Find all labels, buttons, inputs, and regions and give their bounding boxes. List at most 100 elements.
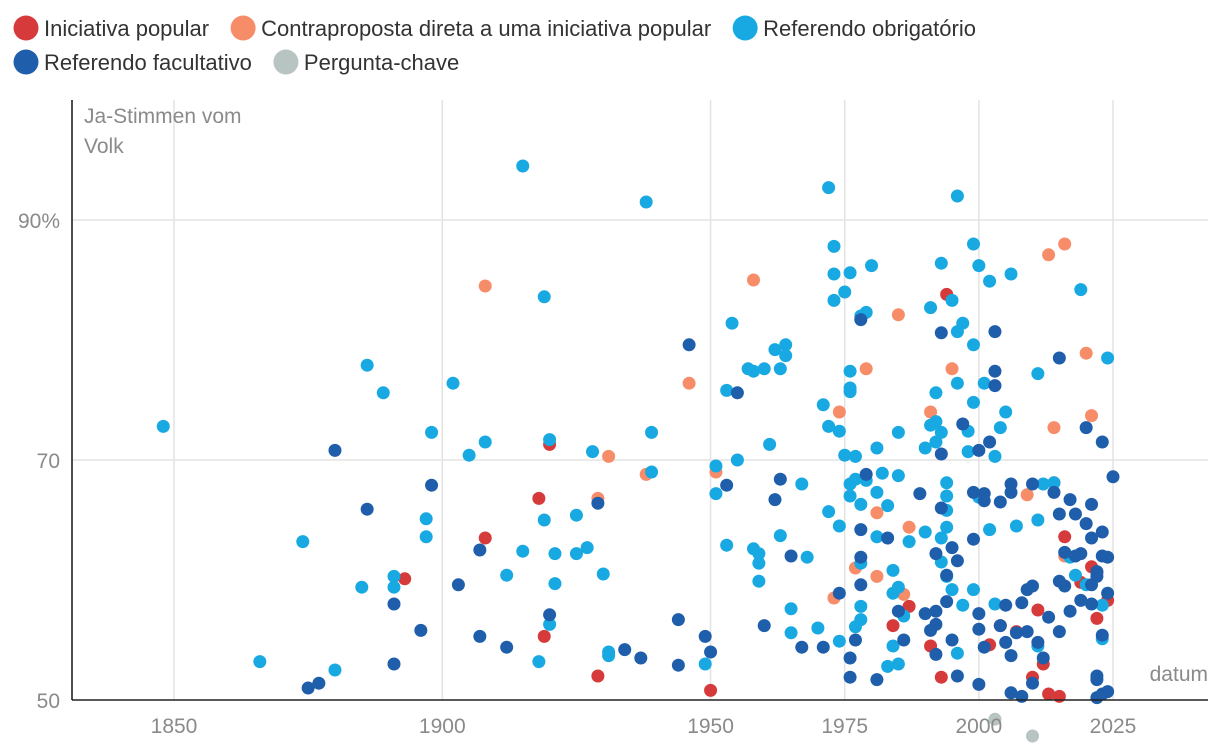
data-point (972, 607, 986, 621)
data-point (296, 535, 310, 549)
data-point (1031, 367, 1045, 381)
data-point (645, 465, 659, 479)
data-point (966, 583, 980, 597)
data-point (516, 159, 530, 173)
data-point (832, 519, 846, 533)
data-point (961, 445, 975, 459)
data-point (988, 597, 1002, 611)
data-point (1085, 409, 1099, 423)
data-point (478, 279, 492, 293)
legend-item[interactable]: Contraproposta direta a uma iniciativa p… (230, 15, 712, 42)
data-point (1047, 485, 1061, 499)
legend-item[interactable]: Referendo facultativo (13, 49, 252, 76)
legend-marker (230, 15, 256, 41)
data-point (891, 580, 905, 594)
data-point (843, 385, 857, 399)
legend-marker (13, 15, 39, 41)
data-point (999, 635, 1013, 649)
legend-label: Iniciativa popular (44, 16, 209, 41)
data-point (816, 398, 830, 412)
data-point (795, 640, 809, 654)
data-point (516, 544, 530, 558)
data-point (934, 670, 948, 684)
data-point (1026, 729, 1040, 743)
data-point (934, 531, 948, 545)
data-point (1026, 579, 1040, 593)
legend-marker (273, 49, 299, 75)
data-point (543, 608, 557, 622)
data-point (848, 472, 862, 486)
data-point (870, 506, 884, 520)
data-point (730, 453, 744, 467)
data-point (940, 489, 954, 503)
data-point (500, 568, 514, 582)
data-point (945, 633, 959, 647)
data-point (1085, 597, 1099, 611)
data-point (548, 577, 562, 591)
data-point (945, 293, 959, 307)
data-point (870, 673, 884, 687)
data-point (1004, 477, 1018, 491)
data-point (881, 499, 895, 513)
data-point (360, 358, 374, 372)
data-point (848, 633, 862, 647)
data-point (870, 569, 884, 583)
data-point (977, 640, 991, 654)
data-point (478, 435, 492, 449)
data-point (328, 443, 342, 457)
data-point (500, 640, 514, 654)
data-point (902, 535, 916, 549)
legend-item[interactable]: Referendo obrigatório (732, 15, 976, 42)
data-point (1052, 507, 1066, 521)
data-point (709, 487, 723, 501)
data-point (854, 613, 868, 627)
data-point (773, 362, 787, 376)
data-point (768, 493, 782, 507)
data-point (795, 477, 809, 491)
data-point (966, 485, 980, 499)
data-point (1068, 568, 1082, 582)
data-point (387, 597, 401, 611)
data-point (1058, 237, 1072, 251)
data-point (940, 476, 954, 490)
legend-item[interactable]: Pergunta-chave (273, 49, 459, 76)
data-point (596, 567, 610, 581)
legend-item[interactable]: Iniciativa popular (13, 15, 210, 42)
data-point (929, 647, 943, 661)
data-point (1031, 603, 1045, 617)
data-point (1095, 525, 1109, 539)
data-point (854, 523, 868, 537)
data-point (704, 645, 718, 659)
data-point (929, 435, 943, 449)
data-point (956, 417, 970, 431)
y-tick-label: 70 (37, 450, 60, 473)
data-point (301, 681, 315, 695)
data-point (966, 338, 980, 352)
x-tick-label: 2025 (1090, 715, 1137, 738)
y-tick-label: 50 (37, 690, 60, 713)
data-point (1101, 586, 1115, 600)
data-point (746, 273, 760, 287)
data-point (569, 508, 583, 522)
data-point (1079, 421, 1093, 435)
data-point (1074, 593, 1088, 607)
data-point (1058, 579, 1072, 593)
data-point (913, 487, 927, 501)
data-point (720, 478, 734, 492)
data-point (897, 633, 911, 647)
data-point (988, 379, 1002, 393)
data-point (1042, 248, 1056, 262)
data-point (891, 425, 905, 439)
data-point (859, 467, 873, 481)
data-point (854, 497, 868, 511)
data-point (854, 599, 868, 613)
data-point (746, 364, 760, 378)
legend-label: Pergunta-chave (304, 50, 459, 75)
data-point (1095, 687, 1109, 701)
data-point (446, 376, 460, 390)
data-point (1004, 267, 1018, 281)
data-point (838, 285, 852, 299)
data-point (918, 441, 932, 455)
data-point (1085, 497, 1099, 511)
